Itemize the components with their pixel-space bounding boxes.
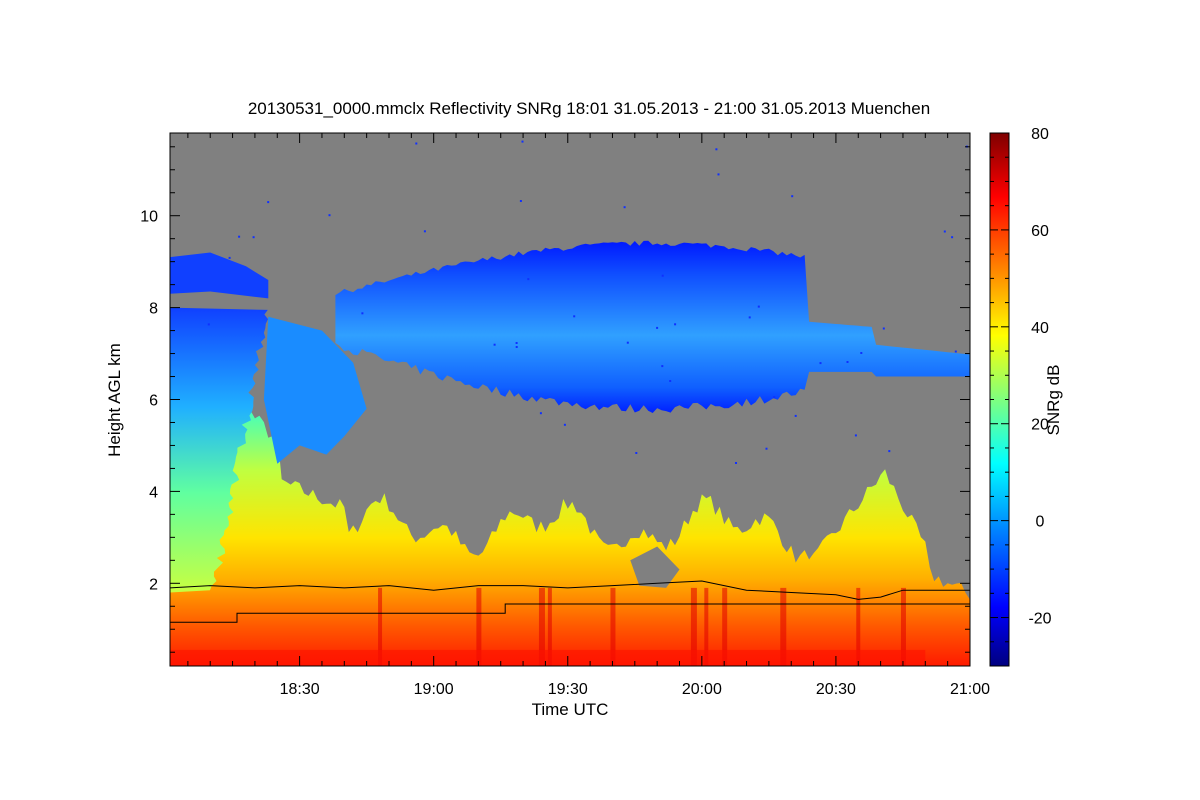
y-tick-label: 8 bbox=[149, 301, 158, 318]
noise-pixel bbox=[748, 316, 751, 319]
x-tick-label: 20:00 bbox=[682, 681, 722, 698]
colorbar-tick-label: 60 bbox=[1031, 223, 1049, 240]
precip-streak bbox=[538, 587, 545, 666]
noise-pixel bbox=[238, 235, 241, 238]
noise-pixel bbox=[563, 423, 566, 426]
y-axis-label: Height AGL km bbox=[105, 343, 124, 457]
noise-pixel bbox=[539, 412, 542, 415]
y-axis: 2 4 6 8 10 bbox=[140, 146, 970, 653]
precip-streak bbox=[856, 587, 861, 666]
noise-pixel bbox=[361, 312, 364, 315]
noise-pixel bbox=[626, 341, 629, 344]
precip-streak bbox=[690, 587, 697, 666]
x-tick-label: 20:30 bbox=[816, 681, 856, 698]
noise-pixel bbox=[515, 346, 518, 348]
overlay-lines bbox=[170, 580, 970, 623]
noise-pixel bbox=[674, 323, 677, 326]
x-axis: 18:30 19:00 19:30 20:00 20:30 21:00 bbox=[187, 133, 990, 698]
x-axis-label: Time UTC bbox=[532, 700, 609, 719]
upper-cloud-echo bbox=[335, 240, 970, 413]
colorbar-tick-label: -20 bbox=[1028, 611, 1051, 628]
noise-pixel bbox=[267, 201, 270, 204]
colorbar-axis: 80 60 40 20 0 -20 bbox=[990, 126, 1052, 643]
noise-pixel bbox=[943, 230, 946, 233]
mid-level-echo bbox=[263, 316, 367, 464]
noise-pixel bbox=[519, 200, 522, 202]
colorbar-label: SNRg dB bbox=[1044, 365, 1063, 436]
noise-pixel bbox=[757, 305, 760, 308]
colorbar-tick-label: 80 bbox=[1031, 126, 1049, 143]
precip-streak bbox=[378, 587, 383, 666]
noise-pixel bbox=[773, 396, 776, 399]
noise-pixel bbox=[527, 278, 530, 281]
noise-pixel bbox=[623, 206, 626, 209]
noise-pixel bbox=[423, 230, 426, 233]
noise-pixel bbox=[415, 142, 418, 145]
upper-thin-layer bbox=[170, 252, 269, 299]
noise-pixel bbox=[882, 327, 885, 330]
chart-title: 20130531_0000.mmclx Reflectivity SNRg 18… bbox=[248, 99, 930, 118]
x-tick-label: 18:30 bbox=[280, 681, 320, 698]
colorbar-tick-label: 40 bbox=[1031, 320, 1049, 337]
precip-streak bbox=[610, 587, 616, 666]
left-convective-echo bbox=[170, 307, 268, 593]
noise-pixel bbox=[493, 343, 496, 346]
colorbar-tick-label: 0 bbox=[1036, 514, 1045, 531]
noise-pixel bbox=[228, 256, 231, 259]
precip-streak bbox=[722, 587, 728, 666]
boundary-layer-height-line bbox=[170, 580, 970, 600]
noise-pixel bbox=[661, 274, 664, 277]
precip-streak bbox=[476, 587, 482, 666]
step-line bbox=[170, 603, 970, 623]
noise-pixel bbox=[717, 173, 720, 176]
noise-pixel bbox=[715, 148, 718, 151]
noise-pixel bbox=[207, 323, 210, 326]
noise-pixel bbox=[794, 414, 797, 417]
noise-pixel bbox=[951, 236, 954, 239]
surface-band bbox=[170, 649, 926, 666]
noise-pixel bbox=[669, 380, 672, 382]
noise-pixel bbox=[515, 342, 518, 344]
noise-pixel bbox=[791, 195, 794, 198]
y-tick-label: 10 bbox=[140, 209, 158, 226]
noise-pixel bbox=[954, 350, 957, 353]
noise-pixel bbox=[860, 352, 863, 354]
noise-pixel bbox=[888, 450, 891, 453]
precip-streak bbox=[547, 587, 552, 666]
noise-pixel bbox=[328, 214, 331, 217]
colorbar-tick-label: 20 bbox=[1031, 417, 1049, 434]
noise-pixel bbox=[661, 365, 664, 368]
noise-pixel bbox=[846, 361, 849, 363]
y-tick-label: 2 bbox=[149, 576, 158, 593]
noise-pixel bbox=[635, 452, 638, 454]
noise-pixel bbox=[521, 140, 524, 143]
x-tick-label: 19:30 bbox=[548, 681, 588, 698]
no-echo-gap bbox=[630, 546, 680, 588]
y-tick-label: 4 bbox=[149, 484, 158, 501]
precip-streak bbox=[780, 587, 787, 666]
noise-pixel bbox=[735, 462, 737, 464]
x-tick-label: 19:00 bbox=[414, 681, 454, 698]
precip-streak bbox=[704, 587, 709, 666]
boundary-layer-echo bbox=[170, 328, 970, 666]
reflectivity-field bbox=[170, 140, 970, 666]
noise-pixel bbox=[819, 362, 822, 365]
noise-pixel bbox=[573, 315, 576, 318]
noise-pixel bbox=[854, 434, 857, 437]
noise-pixel bbox=[252, 236, 255, 239]
noise-pixel bbox=[765, 447, 768, 450]
noise-pixel bbox=[656, 326, 659, 329]
x-tick-label: 21:00 bbox=[950, 681, 990, 698]
y-tick-label: 6 bbox=[149, 393, 158, 410]
precip-streak bbox=[900, 587, 906, 666]
